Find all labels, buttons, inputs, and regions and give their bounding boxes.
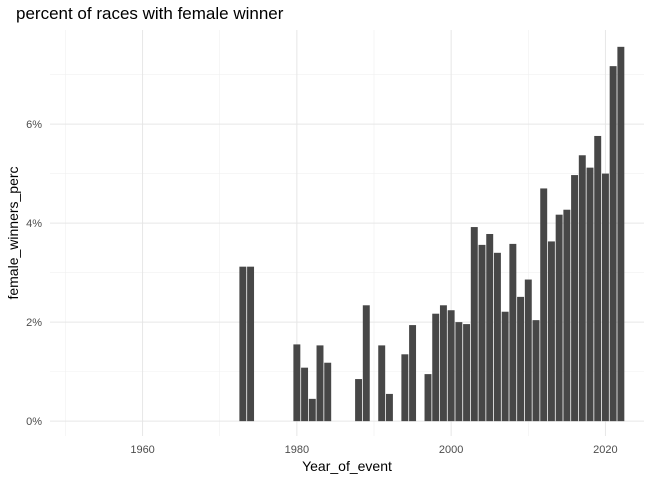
x-axis-title: Year_of_event: [302, 458, 392, 474]
bar: [563, 209, 571, 422]
bar: [247, 266, 255, 422]
bar: [594, 135, 602, 422]
bar: [301, 367, 309, 422]
bar: [555, 214, 563, 422]
bar: [517, 296, 525, 422]
bar: [239, 266, 247, 422]
bar: [308, 398, 316, 422]
bar: [578, 155, 586, 422]
bar: [470, 227, 478, 422]
bar: [478, 244, 486, 422]
bar: [501, 311, 509, 422]
y-tick-label: 4%: [26, 218, 42, 230]
x-tick-label: 2020: [593, 444, 617, 456]
bar: [571, 175, 579, 422]
bar: [617, 46, 625, 422]
bar: [547, 241, 555, 422]
bar: [385, 393, 393, 422]
bar: [401, 354, 409, 422]
tick-labels: 1960 1980 2000 2020 0% 2% 4% 6%: [26, 119, 618, 456]
y-tick-label: 6%: [26, 119, 42, 131]
bar: [316, 345, 324, 422]
bar: [424, 374, 432, 422]
bar: [532, 320, 540, 422]
y-axis-title: female_winners_perc: [5, 166, 21, 299]
bar: [447, 310, 455, 422]
y-tick-label: 0%: [26, 416, 42, 428]
bar: [439, 305, 447, 422]
bar: [362, 305, 370, 422]
bar: [609, 66, 617, 422]
x-tick-label: 1960: [130, 444, 154, 456]
bar: [540, 188, 548, 422]
y-tick-label: 2%: [26, 317, 42, 329]
x-tick-label: 1980: [285, 444, 309, 456]
bar: [486, 233, 494, 422]
bar: [324, 362, 332, 422]
bar: [409, 325, 417, 422]
bar: [378, 345, 386, 422]
bar: [432, 313, 440, 422]
bar: [463, 324, 471, 422]
bar: [293, 344, 301, 422]
chart-title: percent of races with female winner: [16, 4, 284, 23]
bar: [509, 243, 517, 422]
bar: [601, 173, 609, 422]
bar: [455, 322, 463, 422]
bar: [524, 279, 532, 422]
x-tick-label: 2000: [439, 444, 463, 456]
bar: [355, 379, 363, 422]
bars-layer: [239, 46, 625, 422]
bar: [586, 167, 594, 422]
bar: [493, 252, 501, 422]
